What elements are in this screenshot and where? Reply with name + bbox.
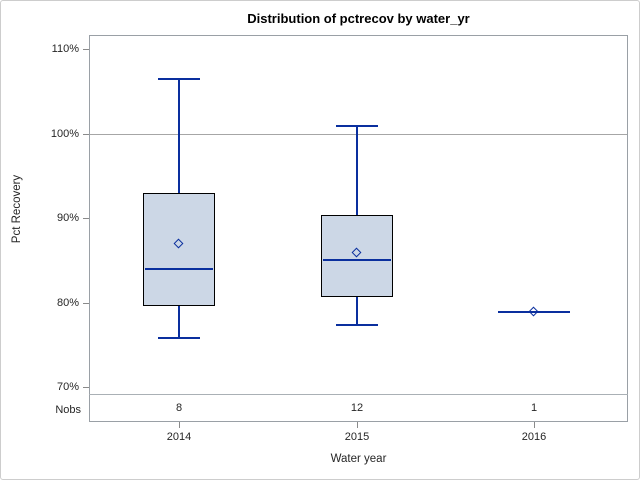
nobs-value: 8	[175, 402, 183, 414]
x-tick-mark	[357, 422, 358, 428]
box-rect	[143, 193, 215, 306]
reference-line-100pct	[90, 134, 627, 135]
x-tick-mark	[179, 422, 180, 428]
x-axis-title: Water year	[330, 453, 387, 465]
x-tick-mark	[534, 422, 535, 428]
chart-title: Distribution of pctrecov by water_yr	[247, 11, 470, 26]
box-rect	[321, 215, 393, 297]
whisker-cap-top	[336, 125, 378, 127]
whisker-cap-top	[158, 78, 200, 80]
nobs-value: 1	[530, 402, 538, 414]
single-obs-line	[498, 311, 570, 313]
y-tick-label: 90%	[56, 212, 79, 224]
y-tick-label: 100%	[50, 128, 79, 140]
x-tick-label: 2014	[166, 431, 192, 443]
y-tick-mark	[83, 218, 89, 219]
nobs-value: 12	[350, 402, 364, 414]
y-tick-label: 70%	[56, 381, 79, 393]
y-tick-mark	[83, 387, 89, 388]
y-tick-mark	[83, 134, 89, 135]
nobs-row-label: Nobs	[55, 404, 81, 416]
y-tick-label: 110%	[51, 43, 79, 55]
y-tick-label: 80%	[56, 297, 79, 309]
x-tick-label: 2015	[344, 431, 370, 443]
nobs-divider-line	[89, 394, 628, 395]
y-axis-title: Pct Recovery	[11, 174, 23, 244]
median-line	[323, 259, 391, 261]
y-tick-mark	[83, 49, 89, 50]
whisker-cap-bottom	[336, 324, 378, 326]
y-tick-mark	[83, 303, 89, 304]
x-tick-label: 2016	[521, 431, 547, 443]
whisker-cap-bottom	[158, 337, 200, 339]
median-line	[145, 268, 213, 270]
